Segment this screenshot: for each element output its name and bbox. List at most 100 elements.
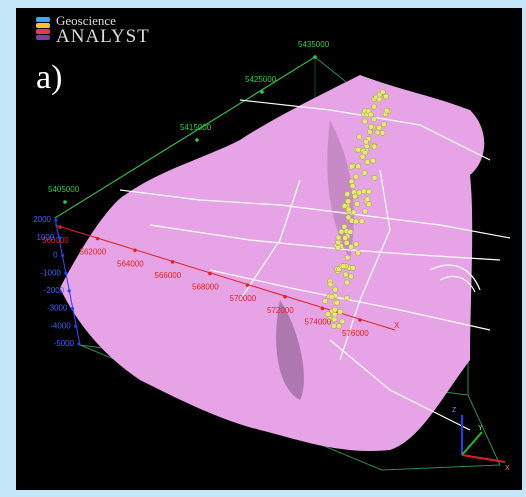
drill-point <box>376 96 383 103</box>
drill-point <box>347 228 354 235</box>
northing-axis <box>54 56 316 219</box>
drill-point <box>344 294 350 301</box>
easting-tick-label: 568000 <box>192 283 219 292</box>
elevation-tick-label: -5000 <box>54 339 75 348</box>
drill-point <box>363 138 369 145</box>
drill-point <box>366 188 372 195</box>
easting-tick-label: 574000 <box>305 317 332 326</box>
drill-point <box>371 103 377 110</box>
drill-point <box>337 308 344 315</box>
axis-triad <box>461 415 506 463</box>
easting-tick-label: 560000 <box>42 236 69 245</box>
drill-point <box>344 254 351 261</box>
drill-point <box>341 223 348 230</box>
drill-point <box>353 218 359 225</box>
easting-tick-mark <box>58 225 62 229</box>
drill-point <box>344 191 351 197</box>
drill-point <box>334 299 340 306</box>
drill-point <box>359 153 366 160</box>
surface <box>60 75 485 451</box>
drill-point <box>344 279 350 286</box>
drill-point <box>340 263 347 270</box>
northing-tick-mark <box>260 90 264 94</box>
drill-point <box>370 157 376 164</box>
elevation-tick-mark <box>57 236 61 240</box>
easting-tick-label: 564000 <box>117 259 144 268</box>
drill-point <box>332 286 339 293</box>
northing-tick-label: 5435000 <box>298 40 330 49</box>
drill-point <box>335 239 342 246</box>
elevation-tick-label: -1000 <box>40 268 61 277</box>
triad-y: Y <box>478 425 483 432</box>
drill-point <box>367 128 373 135</box>
drill-point <box>331 323 337 329</box>
drill-point <box>348 163 355 170</box>
elevation-tick-label: 1000 <box>36 233 54 242</box>
drill-point <box>379 88 386 95</box>
northing-tick-label: 5415000 <box>180 123 212 132</box>
elevation-tick-mark <box>64 271 68 275</box>
easting-tick-label: 562000 <box>80 248 107 257</box>
drill-point <box>335 234 342 241</box>
drill-point <box>353 241 360 248</box>
drill-point <box>327 281 334 288</box>
triad-x: X <box>505 465 510 472</box>
easting-tick-mark <box>245 283 250 287</box>
drill-point <box>356 134 363 140</box>
elevation-tick-mark <box>77 342 81 346</box>
drill-point <box>367 111 374 118</box>
drill-point <box>336 323 342 330</box>
drill-point <box>381 121 387 128</box>
easting-tick-label: 566000 <box>155 271 182 280</box>
drill-point <box>349 183 356 189</box>
drill-point <box>362 208 369 215</box>
drill-point <box>383 93 389 100</box>
drill-point <box>358 218 365 225</box>
drill-point <box>383 107 390 114</box>
easting-tick-label: 576000 <box>342 329 369 338</box>
drill-point <box>355 163 361 170</box>
drill-point <box>342 235 349 241</box>
northing-tick-label: 5425000 <box>245 75 277 84</box>
drill-point <box>328 293 335 300</box>
drill-point <box>345 206 352 213</box>
drill-point <box>361 118 368 125</box>
easting-tick-mark <box>170 260 175 264</box>
drill-point <box>371 175 378 181</box>
drill-point <box>332 306 338 313</box>
drill-point <box>371 116 377 123</box>
easting-tick-label: 572000 <box>267 306 294 315</box>
drill-point <box>339 318 346 325</box>
drill-point <box>331 316 338 323</box>
drill-point <box>361 170 368 176</box>
elevation-tick-label: 0 <box>53 251 58 260</box>
elevation-tick-label: 2000 <box>33 215 51 224</box>
elevation-tick-mark <box>54 218 58 222</box>
drill-point <box>355 250 361 256</box>
drill-point <box>376 124 383 131</box>
drill-point <box>335 244 341 251</box>
drill-point <box>341 203 348 209</box>
easting-tick-mark <box>95 236 100 241</box>
drill-point <box>354 201 360 207</box>
drill-point <box>364 196 371 203</box>
panel-label: a) <box>36 59 62 96</box>
drill-point <box>338 228 345 235</box>
drill-point <box>355 146 362 153</box>
drill-point <box>345 198 352 205</box>
drill-point <box>368 123 374 130</box>
drill-point <box>345 214 352 221</box>
elevation-tick-label: -4000 <box>50 321 71 330</box>
easting-tick-mark <box>283 294 287 299</box>
drill-point <box>348 273 354 280</box>
easting-tick-mark <box>208 271 212 276</box>
easting-axis-label: X <box>394 321 400 330</box>
elevation-tick-mark <box>60 253 65 258</box>
northing-tick-mark <box>195 138 199 142</box>
drill-point <box>374 129 381 136</box>
surface-shadow <box>276 300 304 400</box>
elevation-tick-label: -3000 <box>47 304 68 313</box>
drill-point <box>343 240 350 246</box>
drill-point <box>353 173 359 180</box>
